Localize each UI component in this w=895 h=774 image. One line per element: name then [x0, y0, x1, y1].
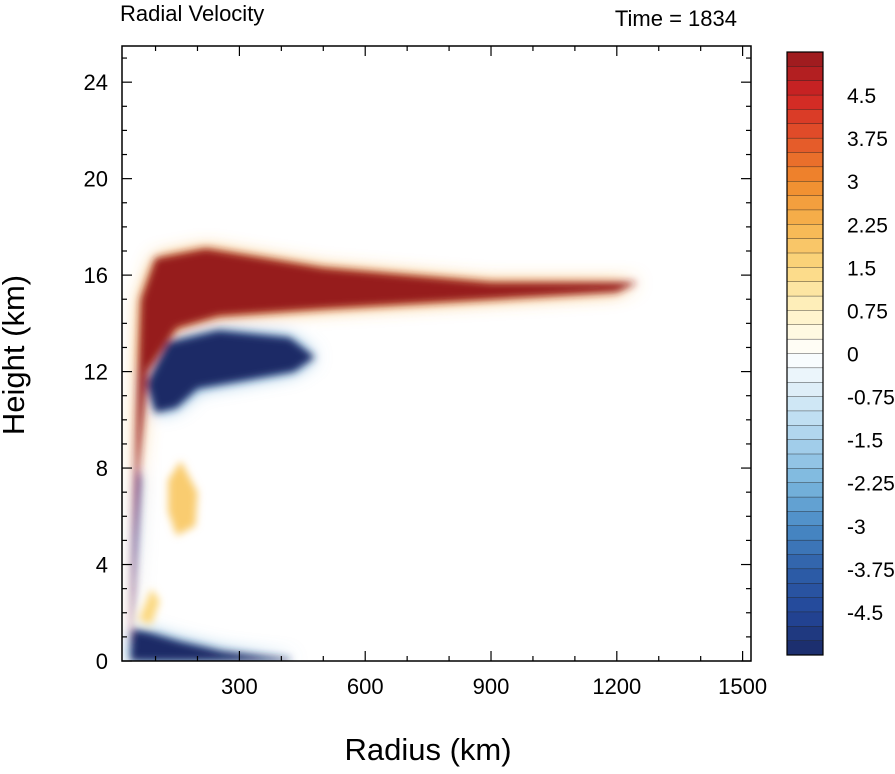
- colorbar-bin: [786, 583, 824, 599]
- colorbar-bin: [786, 109, 824, 125]
- colorbar-bin: [786, 568, 824, 584]
- colorbar-bin: [786, 209, 824, 225]
- colorbar-frame: [786, 51, 824, 656]
- colorbar-bin: [786, 640, 824, 656]
- colorbar-tick-label: -2.25: [847, 473, 895, 496]
- colorbar-tick-label: -0.75: [847, 387, 895, 410]
- colorbar-tick-label: 4.5: [847, 85, 876, 108]
- colorbar-bin: [786, 468, 824, 484]
- colorbar-bin: [786, 281, 824, 297]
- colorbar-bin: [786, 626, 824, 642]
- colorbar-tick-label: -3.75: [847, 559, 895, 582]
- colorbar-bin: [786, 224, 824, 240]
- colorbar-bin: [786, 267, 824, 283]
- colorbar-bin: [786, 137, 824, 153]
- y-tick-label: 4: [96, 553, 108, 578]
- colorbar-bin: [786, 94, 824, 110]
- colorbar-bin: [786, 597, 824, 613]
- colorbar-bin: [786, 80, 824, 96]
- colorbar-bin: [786, 66, 824, 82]
- y-tick-label: 0: [96, 649, 108, 674]
- colorbar-bin: [786, 181, 824, 197]
- mid-level-inflow: [147, 330, 315, 413]
- colorbar-bin: [786, 295, 824, 311]
- colorbar-tick-label: -4.5: [847, 602, 883, 625]
- colorbar-bin: [786, 238, 824, 254]
- feature-cores: [130, 248, 638, 661]
- colorbar-bin: [786, 324, 824, 340]
- colorbar-tick-label: 0.75: [847, 300, 888, 323]
- colorbar-bin: [786, 611, 824, 627]
- colorbar-bin: [786, 152, 824, 168]
- colorbar: 4.5 3.75 3 2.25 1.5 0.75 0 -0.75 -1.5 -2.25 -3 -3.7…: [786, 51, 895, 656]
- time-label: Time = 1834: [615, 6, 737, 31]
- x-tick-label: 600: [347, 674, 384, 699]
- colorbar-bin: [786, 195, 824, 211]
- colorbar-bin: [786, 123, 824, 139]
- y-tick-label: 20: [84, 167, 108, 192]
- colorbar-tick-label: 2.25: [847, 214, 888, 237]
- colorbar-bin: [786, 353, 824, 369]
- boundary-layer-inflow: [130, 629, 290, 661]
- colorbar-bin: [786, 338, 824, 354]
- y-axis-title: Height (km): [0, 275, 31, 435]
- x-axis-title: Radius (km): [344, 732, 511, 767]
- colorbar-tick-label: 3.75: [847, 128, 888, 151]
- colorbar-tick-label: -1.5: [847, 430, 883, 453]
- colorbar-bin: [786, 496, 824, 512]
- y-tick-label: 12: [84, 360, 108, 385]
- colorbar-bin: [786, 410, 824, 426]
- colorbar-bin: [786, 166, 824, 182]
- plot-frame: [121, 45, 752, 662]
- upper-level-outflow: [130, 248, 638, 649]
- colorbar-bin: [786, 252, 824, 268]
- x-tick-label: 300: [221, 674, 258, 699]
- colorbar-bin: [786, 525, 824, 541]
- colorbar-bin: [786, 425, 824, 441]
- x-tick-label: 1200: [592, 674, 641, 699]
- chart-title: Radial Velocity: [120, 1, 264, 26]
- colorbar-tick-label: 3: [847, 171, 859, 194]
- colorbar-bin: [786, 382, 824, 398]
- axis-ticks: 300 600 900 1200 1500 0 4 8 12 16 20 24: [84, 46, 767, 699]
- velocity-field: [130, 248, 638, 661]
- low-level-eyewall-inflow: [132, 468, 141, 625]
- colorbar-tick-label: 0: [847, 344, 859, 367]
- colorbar-bin: [786, 511, 824, 527]
- colorbar-bin: [786, 482, 824, 498]
- colorbar-bin: [786, 396, 824, 412]
- colorbar-bin: [786, 453, 824, 469]
- y-tick-label: 24: [84, 70, 108, 95]
- colorbar-bin: [786, 51, 824, 67]
- x-tick-label: 900: [473, 674, 510, 699]
- colorbar-tick-label: -3: [847, 516, 866, 539]
- secondary-outflow-1: [168, 460, 198, 536]
- colorbar-bin: [786, 310, 824, 326]
- colorbar-bin: [786, 554, 824, 570]
- colorbar-tick-label: 1.5: [847, 257, 876, 280]
- colorbar-bin: [786, 439, 824, 455]
- y-tick-label: 16: [84, 263, 108, 288]
- colorbar-bin: [786, 367, 824, 383]
- colorbar-bin: [786, 539, 824, 556]
- y-tick-label: 8: [96, 456, 108, 481]
- secondary-outflow-2: [138, 588, 160, 625]
- x-tick-label: 1500: [718, 674, 767, 699]
